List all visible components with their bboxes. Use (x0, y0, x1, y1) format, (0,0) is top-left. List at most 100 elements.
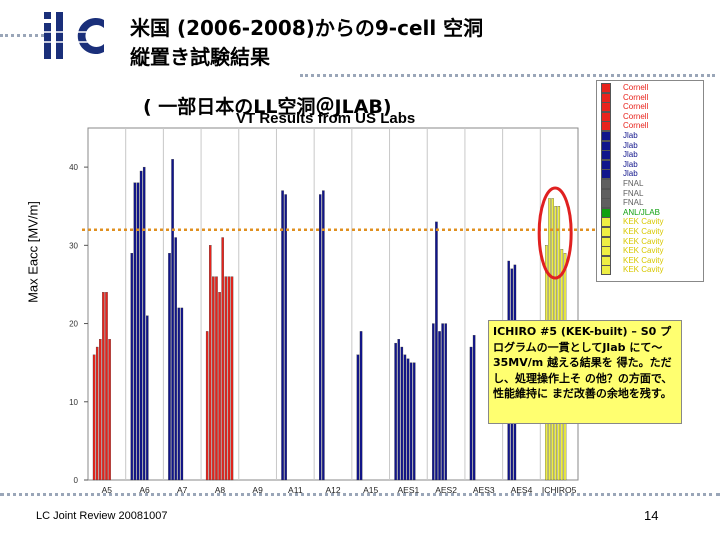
legend-item: KEK Cavity (601, 227, 663, 237)
legend-label: Cornell (623, 121, 649, 131)
legend-item: KEK Cavity (601, 255, 664, 266)
legend-label: Jlab (623, 131, 638, 141)
title-line-1: 米国 (2006-2008)からの9-cell 空洞 (130, 16, 484, 40)
chart-title: VT Results from US Labs (236, 110, 416, 127)
legend-item: ANL/JLAB (601, 207, 660, 218)
y-tick-label: 40 (69, 163, 78, 172)
legend-swatch (601, 265, 611, 276)
legend-label: ANL/JLAB (623, 207, 660, 217)
bar-aes2-1 (432, 323, 435, 481)
legend-label: Jlab (623, 140, 638, 150)
legend-label: KEK Cavity (623, 246, 664, 256)
legend-item: Jlab (601, 131, 638, 141)
bar-a8-8 (227, 276, 231, 481)
bar-a8-1 (205, 331, 209, 481)
decorative-dots-header (300, 74, 715, 77)
legend-swatch (601, 121, 611, 132)
x-tick-label-ichiro5: ICHIRO5 (542, 485, 577, 495)
bar-a8-7 (224, 276, 228, 481)
page-title: 米国 (2006-2008)からの9-cell 空洞 縦置き試験結果 (130, 14, 483, 72)
page-number: 14 (644, 508, 659, 523)
bar-a5-4 (102, 292, 105, 481)
decorative-dots-footer (0, 493, 720, 496)
x-tick-label-a6: A6 (139, 485, 150, 495)
legend-item: KEK Cavity (601, 217, 663, 228)
bar-aes1-1 (394, 342, 397, 481)
bar-aes1-6 (409, 362, 413, 481)
plot-area (87, 127, 579, 481)
legend-swatch (601, 255, 611, 266)
x-tick-label-aes2: AES2 (435, 485, 457, 495)
legend-swatch (601, 217, 611, 228)
y-tick-label: 20 (69, 320, 78, 329)
bar-a6-6 (146, 315, 149, 481)
legend-item: FNAL (601, 188, 644, 199)
x-tick-label-a11: A11 (288, 485, 303, 495)
legend-label: KEK Cavity (623, 255, 664, 265)
bar-a8-4 (215, 276, 218, 481)
legend-label: KEK Cavity (623, 236, 664, 246)
annotation-note: ICHIRO #5 (KEK-built) – S0 プログラムの一貫としてJl… (488, 320, 682, 424)
x-tick-label-a15: A15 (363, 485, 378, 495)
legend-item: Cornell (601, 111, 649, 122)
legend-swatch (601, 198, 611, 209)
bar-a8-2 (209, 245, 212, 481)
legend-label: FNAL (623, 198, 644, 208)
x-tick-label-a12: A12 (325, 485, 340, 495)
legend-label: Jlab (623, 159, 638, 169)
legend-item: Jlab (601, 159, 638, 170)
legend-label: Cornell (623, 111, 649, 121)
legend-item: Jlab (601, 169, 638, 180)
bar-aes2-4 (441, 323, 444, 481)
bar-a15-2 (359, 331, 363, 481)
bar-aes1-7 (412, 362, 416, 481)
highlight-ellipse (537, 186, 573, 280)
bar-a12-1 (319, 194, 322, 481)
bar-aes3-2 (472, 335, 476, 481)
legend-item: Jlab (601, 150, 638, 161)
legend-label: FNAL (623, 188, 644, 198)
legend-swatch (601, 207, 611, 218)
bar-a11-2 (284, 194, 287, 481)
legend-item: Cornell (601, 83, 648, 93)
x-tick-label-a5: A5 (102, 485, 113, 495)
bar-a8-9 (230, 276, 234, 481)
footer-label: LC Joint Review 20081007 (36, 510, 168, 522)
bar-a6-4 (139, 170, 143, 481)
legend-swatch (601, 111, 611, 122)
legend-swatch (601, 150, 611, 161)
legend-item: FNAL (601, 179, 643, 189)
legend-swatch (601, 169, 611, 180)
legend-swatch (601, 102, 611, 113)
bar-a6-1 (130, 253, 134, 481)
legend-label: FNAL (623, 179, 644, 189)
legend-label: Cornell (623, 102, 649, 112)
bar-a6-2 (133, 182, 137, 481)
legend-label: Jlab (623, 150, 638, 160)
legend-item: Cornell (601, 92, 648, 103)
chart-legend: Cornell Cornell Cornell Cornell Cornell Jlab J… (596, 80, 704, 282)
legend-swatch (601, 246, 611, 257)
legend-swatch (601, 236, 611, 247)
legend-label: KEK Cavity (623, 227, 664, 237)
legend-swatch (601, 179, 611, 189)
legend-swatch (601, 92, 611, 103)
bar-aes1-4 (403, 354, 407, 481)
bar-aes2-5 (444, 323, 447, 481)
legend-item: KEK Cavity (601, 265, 663, 276)
bar-a5-6 (108, 339, 111, 481)
y-axis-label: Max Eacc [MV/m] (25, 201, 41, 303)
bar-a8-6 (221, 237, 224, 481)
legend-item: Cornell (601, 102, 649, 113)
page-subtitle: ( 一部日本のLL空洞＠JLAB) (143, 96, 392, 118)
x-tick-label-a9: A9 (252, 485, 263, 495)
legend-label: Jlab (623, 169, 638, 179)
bar-a8-3 (212, 276, 215, 481)
bar-aes1-5 (406, 358, 410, 481)
bar-a6-3 (136, 182, 140, 481)
bar-aes2-3 (438, 331, 441, 481)
bar-aes2-2 (435, 221, 438, 481)
bar-a7-4 (177, 307, 181, 481)
legend-swatch (601, 131, 611, 141)
